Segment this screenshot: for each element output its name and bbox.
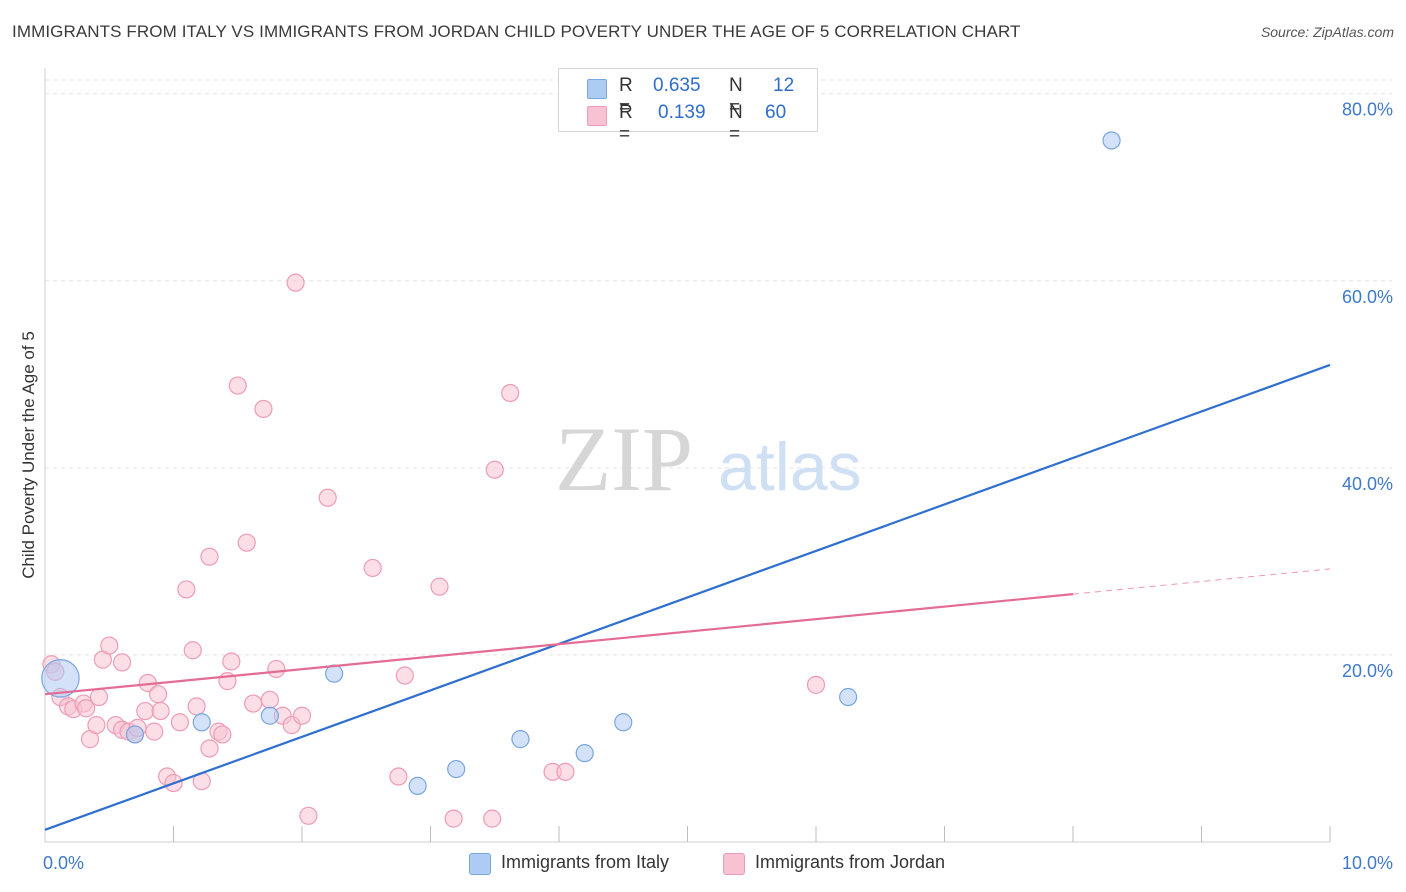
italy-point	[1103, 132, 1120, 149]
italy-point	[840, 689, 857, 706]
legend-swatch-jordan	[587, 106, 607, 126]
italy-point	[261, 707, 278, 724]
grid-lines	[45, 80, 1392, 655]
jordan-point	[171, 714, 188, 731]
jordan-point	[300, 807, 317, 824]
jordan-point	[319, 489, 336, 506]
jordan-trend-extension	[1073, 569, 1330, 594]
jordan-point	[245, 695, 262, 712]
jordan-point	[268, 660, 285, 677]
jordan-point	[486, 461, 503, 478]
jordan-point	[502, 385, 519, 402]
x-tick-label: 10.0%	[1342, 853, 1393, 873]
jordan-point	[808, 676, 825, 693]
legend-n-label-jordan: N =	[729, 102, 743, 146]
y-tick-label: 60.0%	[1342, 287, 1393, 307]
y-axis-label: Child Poverty Under the Age of 5	[19, 331, 38, 579]
jordan-point	[184, 642, 201, 659]
legend-r-label-jordan: R =	[619, 102, 633, 146]
italy-point	[193, 714, 210, 731]
scatter-chart: ZIP atlas 20.0% 40.0% 60.0% 80.0% 0.0% 10.0%…	[0, 0, 1406, 892]
italy-point	[576, 745, 593, 762]
jordan-point	[557, 763, 574, 780]
jordan-point	[364, 559, 381, 576]
jordan-point	[484, 810, 501, 827]
y-tick-labels: 20.0% 40.0% 60.0% 80.0%	[1342, 100, 1393, 681]
jordan-point	[238, 534, 255, 551]
jordan-point	[101, 637, 118, 654]
watermark-atlas: atlas	[718, 429, 862, 505]
jordan-point	[114, 654, 131, 671]
italy-point	[615, 714, 632, 731]
bottom-legend-swatch-italy	[469, 853, 491, 875]
jordan-point	[201, 740, 218, 757]
jordan-point	[90, 689, 107, 706]
jordan-point	[229, 377, 246, 394]
legend-n-value-jordan: 60	[765, 102, 786, 124]
jordan-point	[445, 810, 462, 827]
jordan-point	[188, 698, 205, 715]
jordan-point	[396, 667, 413, 684]
legend-n-value-italy: 12	[773, 75, 794, 97]
bottom-legend-label-jordan: Immigrants from Jordan	[755, 852, 945, 873]
jordan-point	[146, 723, 163, 740]
jordan-point	[223, 653, 240, 670]
legend-r-value-jordan: 0.139	[658, 102, 706, 124]
jordan-point	[137, 703, 154, 720]
jordan-point	[431, 578, 448, 595]
bottom-legend-swatch-jordan	[723, 853, 745, 875]
bottom-legend-label-italy: Immigrants from Italy	[501, 852, 669, 873]
jordan-point	[255, 400, 272, 417]
watermark-zip: ZIP	[555, 408, 693, 510]
jordan-point	[178, 581, 195, 598]
y-tick-label: 20.0%	[1342, 661, 1393, 681]
series-jordan-points	[43, 274, 825, 827]
legend-swatch-italy	[587, 79, 607, 99]
jordan-point	[294, 707, 311, 724]
italy-point	[448, 761, 465, 778]
jordan-point	[287, 274, 304, 291]
correlation-legend: R = 0.635 N = 12 R = 0.139 N = 60	[558, 68, 818, 132]
x-tick-labels: 0.0% 10.0%	[43, 853, 1393, 873]
x-tick-label: 0.0%	[43, 853, 84, 873]
jordan-point	[201, 548, 218, 565]
italy-point	[512, 731, 529, 748]
jordan-point	[152, 703, 169, 720]
jordan-point	[88, 717, 105, 734]
jordan-point	[150, 686, 167, 703]
y-tick-label: 40.0%	[1342, 474, 1393, 494]
italy-point	[409, 777, 426, 794]
jordan-point	[390, 768, 407, 785]
jordan-point	[261, 691, 278, 708]
watermark: ZIP atlas	[555, 408, 862, 510]
y-tick-label: 80.0%	[1342, 100, 1393, 120]
legend-r-value-italy: 0.635	[653, 75, 701, 97]
jordan-point	[214, 726, 231, 743]
italy-point	[126, 726, 143, 743]
